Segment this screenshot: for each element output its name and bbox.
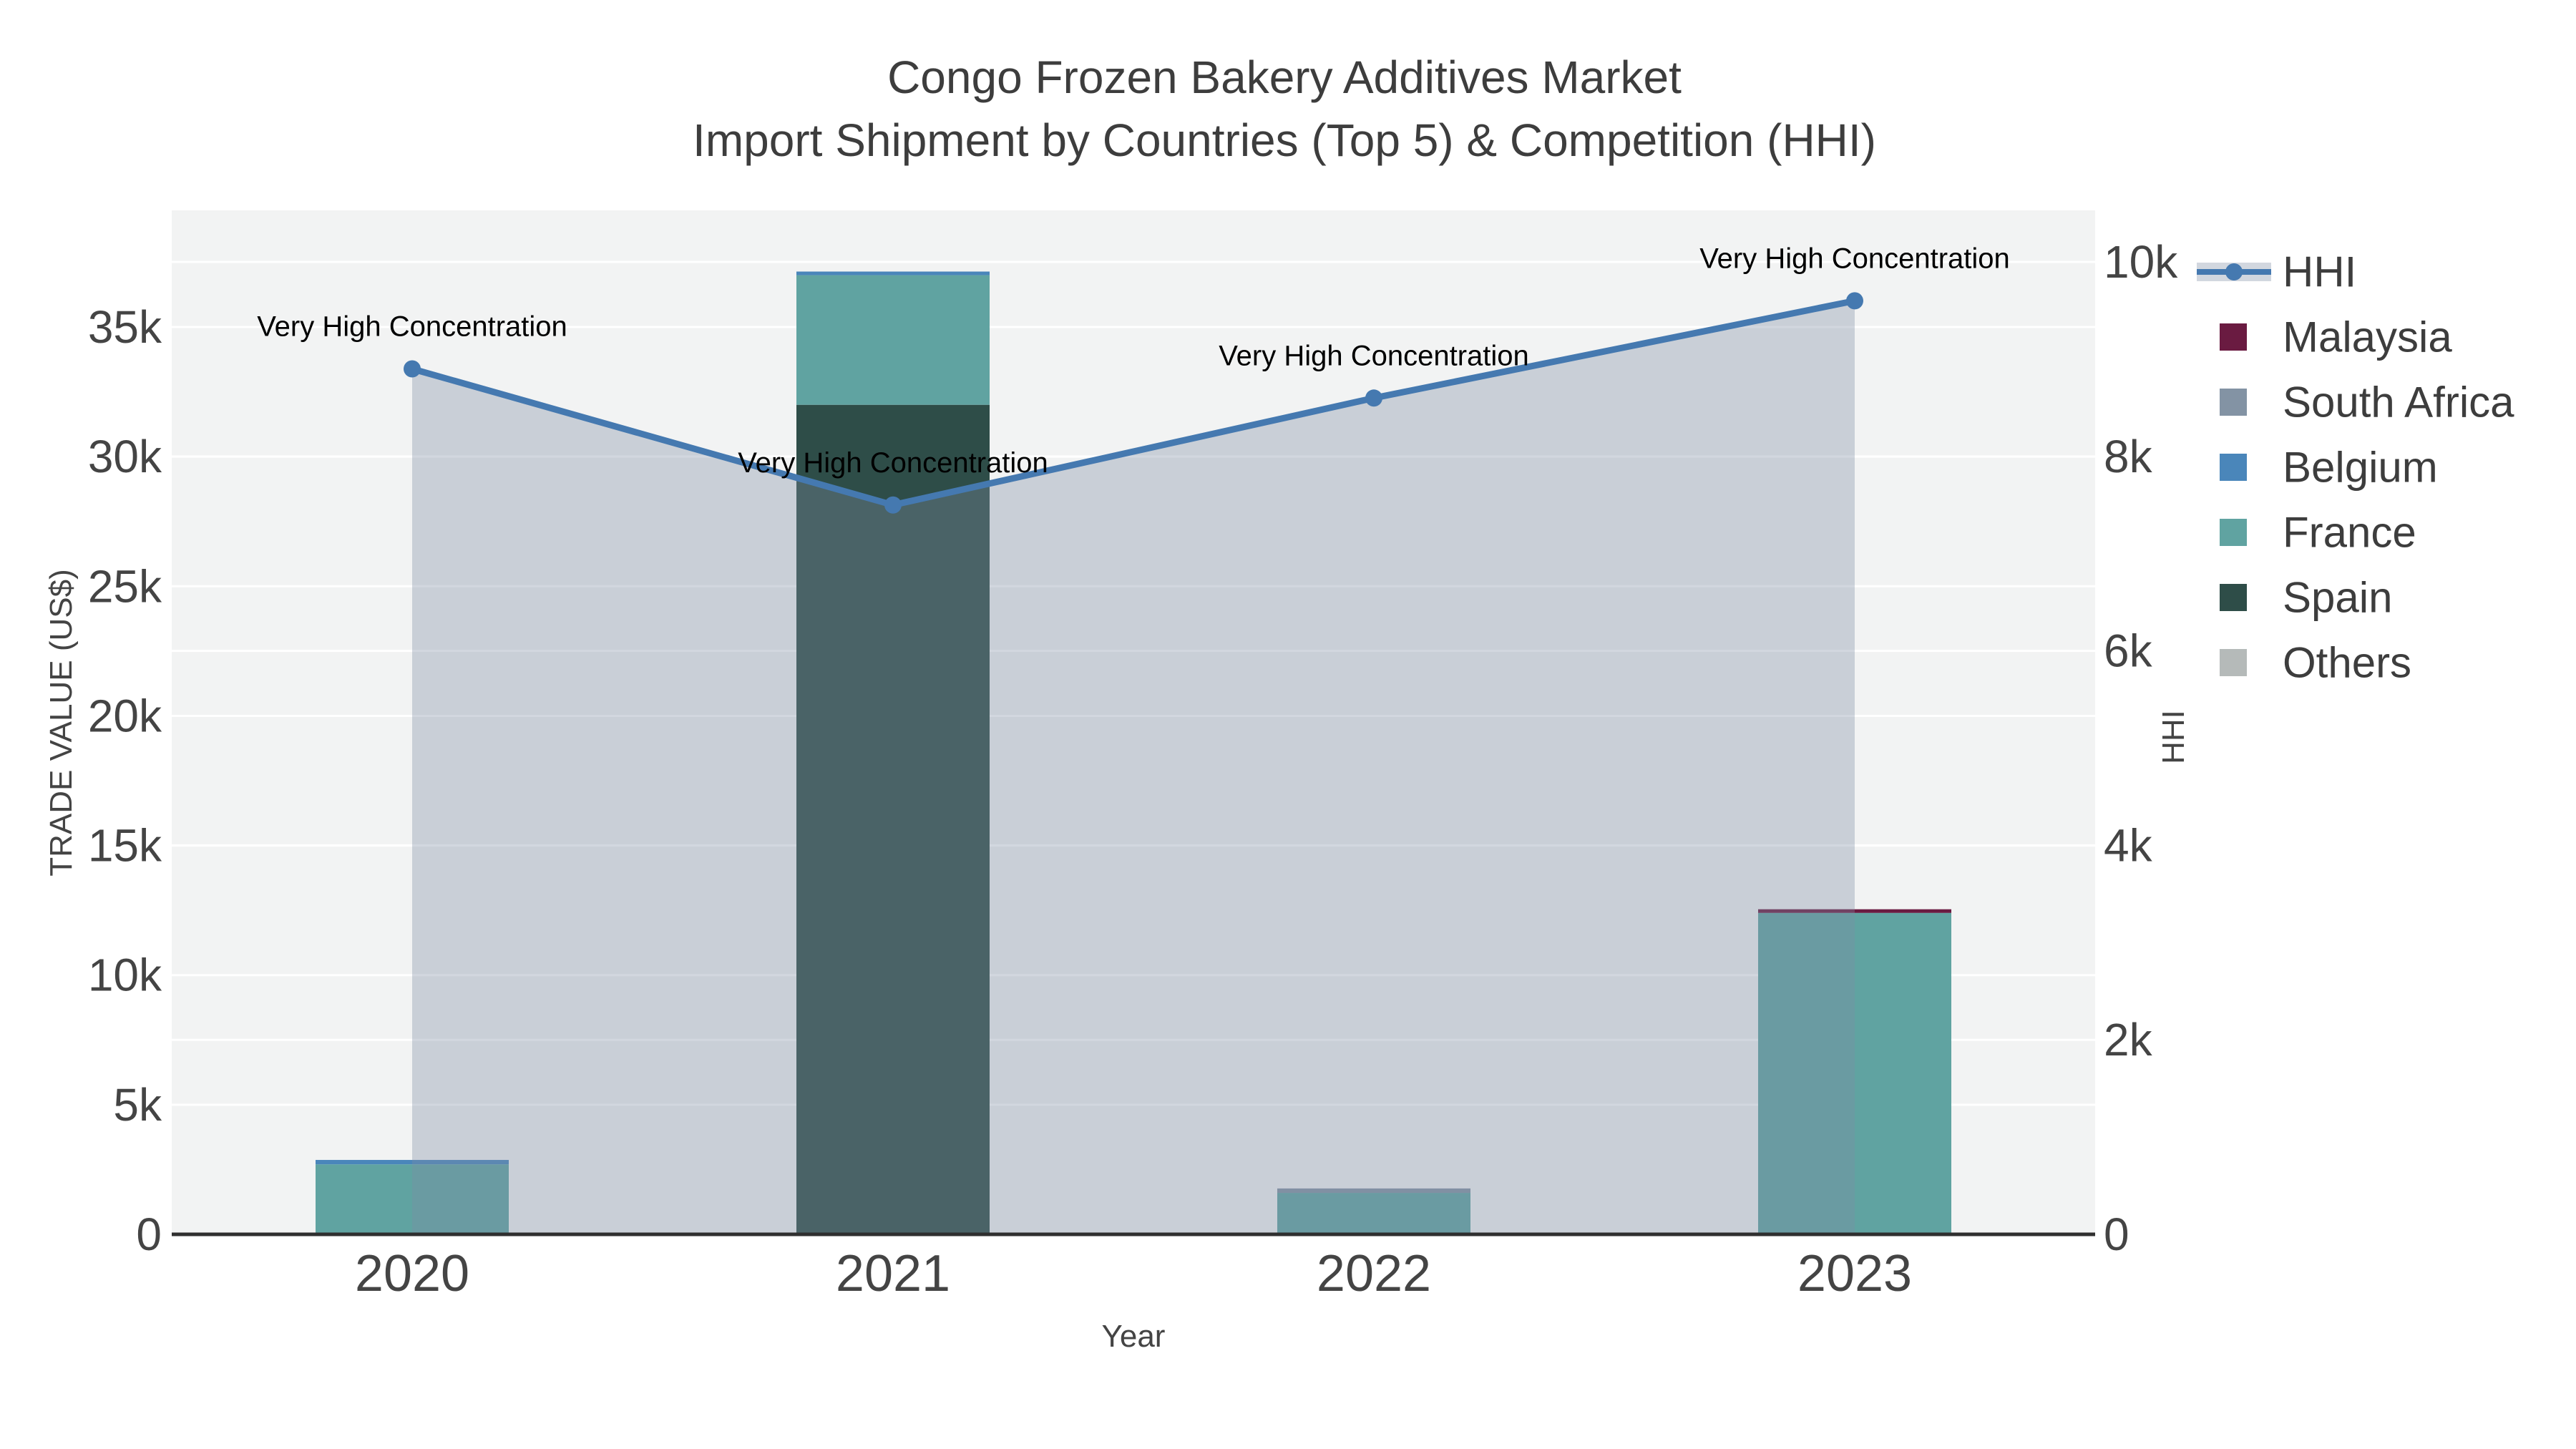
hhi-line-trace [404, 292, 1863, 514]
x-axis-title: Year [1102, 1319, 1166, 1354]
y-right-tick-0: 0 [2104, 1209, 2129, 1260]
y-left-tick-5k: 5k [113, 1079, 162, 1131]
x-tick-labels: 2020 2021 2022 2023 [355, 1245, 1912, 1302]
bar-segment-france-2023[interactable] [1758, 912, 1951, 1234]
y-left-tick-25k: 25k [88, 560, 162, 612]
y-left-tick-10k: 10k [88, 950, 162, 1001]
legend-item-spain[interactable]: Spain [2220, 574, 2392, 622]
y-right-tick-2k: 2k [2104, 1014, 2153, 1065]
legend-item-hhi[interactable]: HHI [2197, 248, 2356, 296]
annotations: Very High Concentration Very High Concent… [257, 243, 2010, 478]
y-left-tick-0: 0 [136, 1209, 162, 1260]
y-left-tick-35k: 35k [88, 301, 162, 353]
hhi-area-fill [412, 301, 1855, 1234]
y-left-tick-20k: 20k [88, 690, 162, 741]
legend-swatch [2220, 649, 2247, 676]
y-left-tick-30k: 30k [88, 431, 162, 482]
legend-swatch [2220, 323, 2247, 351]
legend-item-others[interactable]: Others [2220, 639, 2411, 687]
legend-swatch [2220, 519, 2247, 546]
bar-segment-south-africa-2022[interactable] [1277, 1188, 1470, 1194]
chart-title-line1: Congo Frozen Bakery Additives Market [887, 52, 1682, 103]
y-right-axis-title: HHI [2156, 710, 2191, 764]
hhi-marker-2023[interactable] [1846, 292, 1863, 310]
annotation-2020: Very High Concentration [257, 311, 567, 343]
legend-label: South Africa [2283, 379, 2514, 426]
bar-segment-malaysia-2023[interactable] [1758, 909, 1951, 913]
x-tick-2023: 2023 [1797, 1245, 1912, 1302]
bar-segment-spain-2021[interactable] [796, 404, 990, 1234]
x-tick-2021: 2021 [836, 1245, 950, 1302]
bar-segment-france-2021[interactable] [796, 275, 990, 405]
x-tick-2022: 2022 [1317, 1245, 1431, 1302]
y-left-tick-15k: 15k [88, 820, 162, 872]
y-right-tick-6k: 6k [2104, 625, 2153, 677]
chart-title-line2: Import Shipment by Countries (Top 5) & C… [693, 114, 1876, 166]
y-right-tick-labels: 0 2k 4k 6k 8k 10k [2104, 236, 2178, 1260]
x-tick-2020: 2020 [355, 1245, 469, 1302]
legend-item-france[interactable]: France [2220, 509, 2416, 557]
y-left-tick-labels: 0 5k 10k 15k 20k 25k 30k 35k [88, 301, 162, 1260]
gridlines [172, 260, 2095, 1106]
annotation-2021: Very High Concentration [738, 447, 1048, 479]
legend-swatch [2220, 584, 2247, 611]
annotation-2022: Very High Concentration [1219, 340, 1529, 371]
y-left-axis-title: TRADE VALUE (US$) [44, 569, 79, 877]
hhi-marker-2022[interactable] [1365, 389, 1382, 407]
legend-hhi-marker [2225, 263, 2243, 280]
hhi-marker-2021[interactable] [884, 496, 902, 514]
bar-segment-france-2022[interactable] [1277, 1193, 1470, 1234]
legend-item-belgium[interactable]: Belgium [2220, 444, 2438, 492]
bar-traces [316, 271, 1951, 1234]
bar-segment-france-2020[interactable] [316, 1164, 509, 1234]
legend-label: Belgium [2283, 444, 2438, 492]
bar-segment-belgium-2020[interactable] [316, 1160, 509, 1165]
legend-item-south-africa[interactable]: South Africa [2220, 379, 2514, 426]
legend-label: HHI [2283, 248, 2356, 296]
y-right-tick-10k: 10k [2104, 236, 2178, 288]
bar-segment-belgium-2021[interactable] [796, 271, 990, 275]
legend-label: Others [2283, 639, 2411, 687]
legend: HHI Malaysia South Africa Belgium France Spai… [2197, 248, 2514, 687]
legend-label: Malaysia [2283, 313, 2452, 361]
legend-label: Spain [2283, 574, 2392, 622]
legend-swatch [2220, 389, 2247, 416]
hhi-area [412, 301, 1855, 1234]
y-right-tick-4k: 4k [2104, 819, 2153, 871]
y-right-tick-8k: 8k [2104, 431, 2153, 482]
legend-item-malaysia[interactable]: Malaysia [2220, 313, 2452, 361]
legend-label: France [2283, 509, 2416, 557]
annotation-2023: Very High Concentration [1699, 243, 2010, 274]
hhi-marker-2020[interactable] [404, 360, 421, 378]
hhi-line [411, 297, 1855, 509]
legend-swatch [2220, 454, 2247, 481]
